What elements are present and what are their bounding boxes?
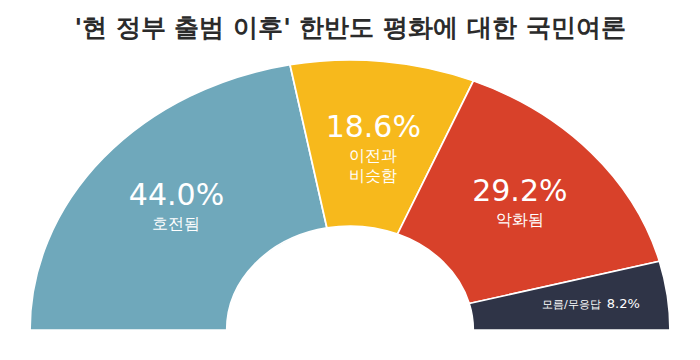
category-label: 호전됨 bbox=[152, 214, 200, 233]
labels: 44.0% 호전됨 18.6%이전과비슷함 29.2% 악화됨모름/무응답 8.2% bbox=[129, 109, 640, 311]
slice bbox=[30, 65, 327, 330]
value-label: 8.2% bbox=[607, 296, 640, 311]
chart-title: '현 정부 출범 이후' 한반도 평화에 대한 국민여론 bbox=[74, 13, 625, 42]
category-label: 이전과비슷함 bbox=[349, 146, 397, 185]
category-label: 악화됨 bbox=[496, 210, 544, 229]
category-label: 모름/무응답 bbox=[542, 298, 601, 311]
value-label: 44.0% bbox=[129, 177, 224, 212]
value-label: 18.6% bbox=[326, 109, 421, 144]
slice bbox=[469, 261, 670, 330]
slices bbox=[30, 60, 670, 330]
chart: '현 정부 출범 이후' 한반도 평화에 대한 국민여론 44.0% 호전됨 18.6… bbox=[0, 0, 700, 360]
value-label: 29.2% bbox=[472, 173, 567, 208]
